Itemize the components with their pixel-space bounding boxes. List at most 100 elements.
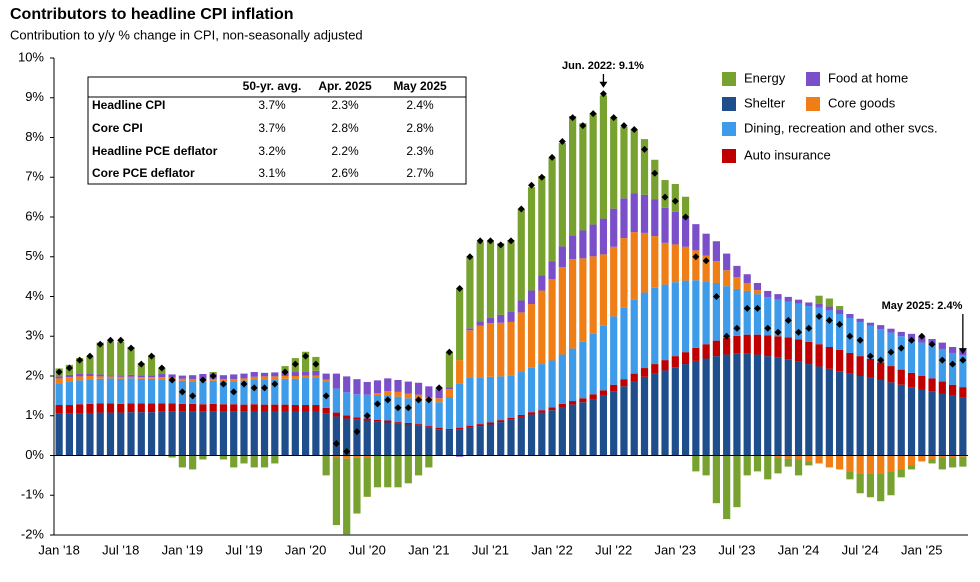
bar	[55, 383, 63, 406]
bar	[250, 455, 258, 468]
bar	[794, 299, 803, 304]
headline-marker	[784, 316, 792, 324]
x-tick-label: Jan '18	[38, 542, 80, 557]
x-tick-label: Jan '25	[901, 542, 943, 557]
bar	[466, 328, 474, 331]
bar	[743, 353, 751, 456]
bar	[497, 376, 505, 421]
bar	[343, 415, 351, 419]
y-tick-label: 2%	[25, 367, 44, 382]
bar	[620, 386, 628, 456]
bar	[230, 374, 238, 380]
bar	[106, 412, 115, 456]
bar	[866, 377, 875, 456]
bar	[260, 455, 269, 468]
bar	[384, 378, 392, 392]
bar	[897, 369, 905, 385]
bar	[805, 306, 813, 342]
headline-marker	[497, 241, 505, 249]
bar	[55, 378, 63, 384]
bar	[456, 360, 464, 384]
bar	[538, 412, 546, 456]
bar	[928, 459, 936, 464]
bar	[671, 211, 679, 245]
bar	[681, 196, 690, 217]
bar	[86, 356, 94, 375]
bar	[527, 367, 536, 413]
headline-marker	[558, 137, 566, 145]
bar	[733, 265, 741, 278]
bar	[836, 313, 844, 350]
bar	[712, 340, 720, 357]
bar	[918, 389, 926, 456]
bar	[230, 411, 238, 456]
bar	[332, 416, 341, 456]
bar	[815, 344, 823, 367]
bar	[733, 335, 741, 354]
bar	[661, 360, 669, 371]
bar	[948, 395, 957, 456]
bar	[271, 372, 279, 377]
headline-marker	[435, 384, 443, 392]
bar	[189, 455, 197, 470]
bar	[209, 411, 217, 456]
headline-marker	[610, 114, 618, 122]
bar	[497, 243, 505, 315]
table-header: Apr. 2025	[318, 79, 372, 93]
bar	[435, 398, 443, 403]
bar	[702, 281, 710, 345]
bar	[65, 413, 74, 456]
bar	[671, 356, 679, 368]
bar	[784, 296, 792, 302]
bar	[877, 379, 885, 456]
x-tick-label: Jan '22	[531, 542, 573, 557]
bar	[897, 331, 905, 337]
bar	[712, 455, 720, 504]
headline-marker	[404, 404, 412, 412]
table-cell: 3.7%	[258, 98, 286, 112]
bar	[640, 139, 649, 195]
bar	[363, 418, 371, 421]
bar	[281, 376, 289, 379]
bar	[435, 389, 443, 399]
bar	[507, 417, 515, 420]
bar	[599, 390, 608, 396]
bar	[671, 367, 679, 456]
headline-marker	[682, 213, 690, 221]
bar	[805, 461, 813, 466]
bar	[219, 455, 228, 460]
bar	[753, 455, 762, 472]
legend-label: Food at home	[828, 70, 908, 85]
bar	[96, 378, 104, 404]
bar	[938, 393, 946, 456]
bar	[147, 377, 156, 379]
bar	[312, 405, 320, 411]
bar	[959, 355, 967, 388]
legend-swatch	[806, 72, 820, 86]
bar	[240, 455, 248, 464]
headline-marker	[651, 169, 659, 177]
bar	[425, 455, 433, 468]
bar	[517, 372, 525, 415]
bar	[209, 380, 217, 404]
y-tick-label: -2%	[21, 526, 45, 541]
bar	[794, 459, 803, 476]
bar	[723, 286, 731, 338]
bar	[178, 378, 186, 381]
bar	[168, 411, 176, 456]
bar	[240, 373, 248, 379]
headline-marker	[836, 320, 844, 328]
bar	[681, 352, 690, 365]
bar	[497, 422, 505, 456]
table-cell: 3.7%	[258, 121, 286, 135]
bar	[106, 341, 115, 376]
bar	[65, 377, 74, 382]
x-tick-label: Jan '21	[408, 542, 450, 557]
bar	[230, 379, 238, 382]
bar	[291, 372, 299, 376]
bar	[753, 334, 762, 355]
bar	[733, 288, 741, 336]
bar	[486, 376, 495, 423]
bar	[76, 376, 84, 381]
